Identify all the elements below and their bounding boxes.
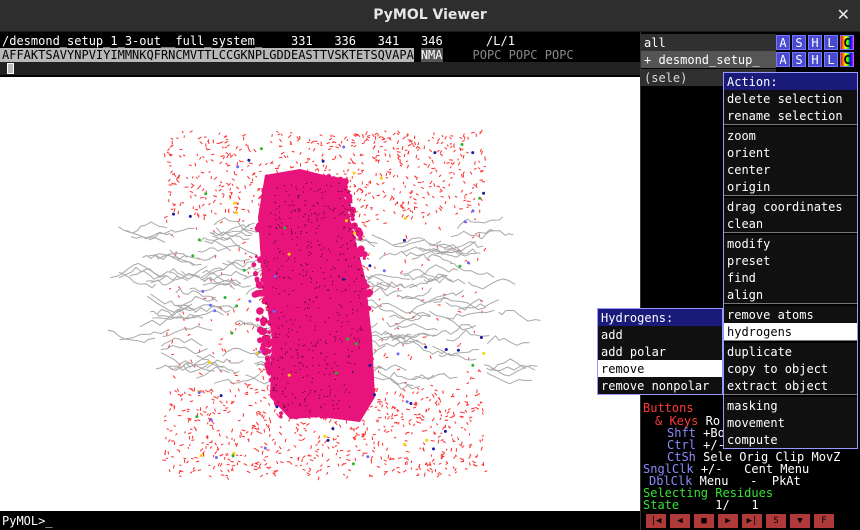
selecting-mode[interactable]: Selecting Residues bbox=[643, 486, 774, 500]
protein-cartoon bbox=[251, 169, 375, 422]
menu-item-align[interactable]: align bbox=[724, 286, 857, 303]
mouse-mode-panel: Buttons & Keys Ro Shft +Bo Ctrl +/- CtSh… bbox=[641, 385, 860, 513]
menu-item-masking[interactable]: masking bbox=[724, 397, 857, 414]
fullscreen-button[interactable]: F bbox=[814, 514, 834, 528]
lipid-membrane bbox=[107, 216, 541, 391]
sngl-value: +/- Cent Menu bbox=[700, 462, 810, 476]
ctsh-label: CtSh bbox=[667, 450, 696, 464]
sequence-viewer[interactable]: /desmond_setup_1_3-out__full_system_ 331… bbox=[0, 32, 640, 76]
menu-item-remove-atoms[interactable]: remove atoms bbox=[724, 306, 857, 323]
hide-button[interactable]: H bbox=[808, 52, 822, 67]
action-button[interactable]: A bbox=[776, 35, 790, 50]
play-button[interactable]: ▶ bbox=[718, 514, 738, 528]
dbl-label: DblClk bbox=[649, 474, 693, 488]
last-frame-button[interactable]: ▶| bbox=[742, 514, 762, 528]
prev-frame-button[interactable]: ◀ bbox=[670, 514, 690, 528]
menu-item-modify[interactable]: modify bbox=[724, 235, 857, 252]
menu-separator bbox=[724, 195, 857, 198]
menu-item-delete-selection[interactable]: delete selection bbox=[724, 90, 857, 107]
molecule-render[interactable] bbox=[0, 77, 640, 511]
state-value: 1/ bbox=[715, 498, 730, 512]
sequence-lipids[interactable]: POPC POPC POPC bbox=[472, 48, 574, 62]
first-frame-button[interactable]: |◀ bbox=[646, 514, 666, 528]
molecular-viewport[interactable] bbox=[0, 77, 640, 511]
menu-item-hydrogens-remove-nonpolar[interactable]: remove nonpolar bbox=[598, 377, 722, 394]
sequence-ligand[interactable]: NMA bbox=[420, 48, 443, 62]
menu-item-hydrogens-add-polar[interactable]: add polar bbox=[598, 343, 722, 360]
object-name[interactable]: + desmond_setup_ bbox=[641, 51, 776, 68]
ctsh-value: Sele Orig Clip MovZ bbox=[703, 450, 841, 464]
action-button[interactable]: A bbox=[776, 52, 790, 67]
skip-button[interactable]: S bbox=[766, 514, 786, 528]
menu-item-hydrogens-add[interactable]: add bbox=[598, 326, 722, 343]
menu-item-preset[interactable]: preset bbox=[724, 252, 857, 269]
state-label: State bbox=[643, 498, 680, 512]
sequence-residues[interactable]: AFFAKTSAVYNPVIYIMMNKQFRNCMVTTLCCGKNPLGDD… bbox=[0, 48, 414, 62]
show-button[interactable]: S bbox=[792, 35, 806, 50]
title-bar: PyMOL Viewer ✕ bbox=[0, 0, 860, 32]
sequence-scrollbar[interactable] bbox=[0, 62, 640, 75]
stop-button[interactable]: ■ bbox=[694, 514, 714, 528]
hydrogens-menu-items: add add polar remove remove nonpolar bbox=[598, 326, 722, 394]
keys-value: Ro bbox=[705, 414, 721, 428]
hydrogens-menu: Hydrogens: add add polar remove remove nonp… bbox=[597, 308, 723, 395]
close-icon[interactable]: ✕ bbox=[836, 5, 850, 24]
action-menu-items: delete selection rename selection zoom orie… bbox=[724, 90, 857, 448]
shft-label: Shft bbox=[667, 426, 696, 440]
menu-item-hydrogens-remove[interactable]: remove bbox=[598, 360, 722, 377]
menu-separator bbox=[724, 232, 857, 235]
menu-item-duplicate[interactable]: duplicate bbox=[724, 343, 857, 360]
sequence-scroll-handle[interactable] bbox=[7, 63, 14, 74]
label-button[interactable]: L bbox=[824, 35, 838, 50]
movie-menu-button[interactable]: ▼ bbox=[790, 514, 810, 528]
menu-separator bbox=[724, 303, 857, 306]
menu-item-center[interactable]: center bbox=[724, 161, 857, 178]
color-button[interactable]: C bbox=[840, 35, 854, 50]
playback-controls: |◀ ◀ ■ ▶ ▶| S ▼ F bbox=[641, 512, 860, 530]
menu-separator bbox=[724, 340, 857, 343]
sequence-header: /desmond_setup_1_3-out__full_system_ 331… bbox=[2, 34, 515, 48]
menu-item-rename-selection[interactable]: rename selection bbox=[724, 107, 857, 124]
action-menu-title: Action: bbox=[724, 73, 857, 90]
menu-item-zoom[interactable]: zoom bbox=[724, 127, 857, 144]
menu-item-drag-coordinates[interactable]: drag coordinates bbox=[724, 198, 857, 215]
menu-item-origin[interactable]: origin bbox=[724, 178, 857, 195]
ions bbox=[172, 143, 486, 466]
menu-item-movement[interactable]: movement bbox=[724, 414, 857, 431]
show-button[interactable]: S bbox=[792, 52, 806, 67]
action-menu: Action: delete selection rename selection… bbox=[723, 72, 858, 449]
color-button[interactable]: C bbox=[840, 52, 854, 67]
dbl-value: Menu - PkAt bbox=[699, 474, 801, 488]
menu-item-extract-object[interactable]: extract object bbox=[724, 377, 857, 394]
ctrl-value: +/- bbox=[703, 438, 725, 452]
menu-item-clean[interactable]: clean bbox=[724, 215, 857, 232]
menu-item-hydrogens[interactable]: hydrogens bbox=[724, 323, 857, 340]
menu-item-compute[interactable]: compute bbox=[724, 431, 857, 448]
keys-label: & Keys bbox=[655, 414, 699, 428]
ctrl-label: Ctrl bbox=[667, 438, 696, 452]
sequence-row[interactable]: AFFAKTSAVYNPVIYIMMNKQFRNCMVTTLCCGKNPLGDD… bbox=[0, 48, 640, 62]
object-name[interactable]: all bbox=[641, 34, 776, 51]
menu-separator bbox=[724, 124, 857, 127]
state-total: 1 bbox=[751, 498, 759, 512]
menu-item-orient[interactable]: orient bbox=[724, 144, 857, 161]
menu-separator bbox=[724, 394, 857, 397]
shft-value: +Bo bbox=[703, 426, 725, 440]
menu-item-find[interactable]: find bbox=[724, 269, 857, 286]
sngl-label: SnglClk bbox=[643, 462, 694, 476]
buttons-label: Buttons bbox=[643, 401, 694, 415]
label-button[interactable]: L bbox=[824, 52, 838, 67]
menu-item-copy-to-object[interactable]: copy to object bbox=[724, 360, 857, 377]
hydrogens-menu-title: Hydrogens: bbox=[598, 309, 722, 326]
window-title: PyMOL Viewer bbox=[373, 7, 487, 23]
command-line[interactable]: PyMOL>_ bbox=[0, 511, 640, 530]
hide-button[interactable]: H bbox=[808, 35, 822, 50]
